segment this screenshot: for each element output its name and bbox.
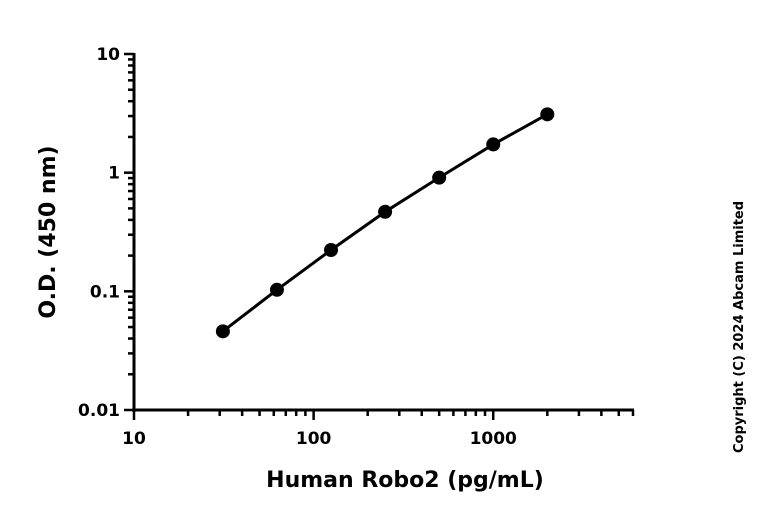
axes bbox=[132, 53, 634, 412]
x-tick-label: 10 bbox=[122, 429, 146, 449]
data-point bbox=[378, 204, 393, 219]
y-tick-label: 1 bbox=[108, 164, 120, 184]
y-axis-title: O.D. (450 nm) bbox=[36, 145, 61, 318]
y-tick-label: 0.01 bbox=[78, 401, 120, 421]
x-tick-label: 1000 bbox=[470, 429, 517, 449]
copyright-text: Copyright (C) 2024 Abcam Limited bbox=[732, 201, 747, 453]
x-tick-label: 100 bbox=[296, 429, 332, 449]
data-point bbox=[269, 282, 284, 297]
data-point bbox=[486, 137, 501, 152]
data-point bbox=[215, 324, 230, 339]
x-axis-title: Human Robo2 (pg/mL) bbox=[266, 468, 544, 493]
data-point bbox=[324, 243, 339, 258]
series bbox=[215, 107, 555, 339]
data-point bbox=[540, 107, 555, 122]
y-tick-label: 10 bbox=[96, 45, 120, 65]
data-point bbox=[432, 170, 447, 185]
y-tick-label: 0.1 bbox=[90, 282, 120, 302]
ticks: 10 100 1000 0.01 0.1 1 10 bbox=[78, 45, 635, 449]
